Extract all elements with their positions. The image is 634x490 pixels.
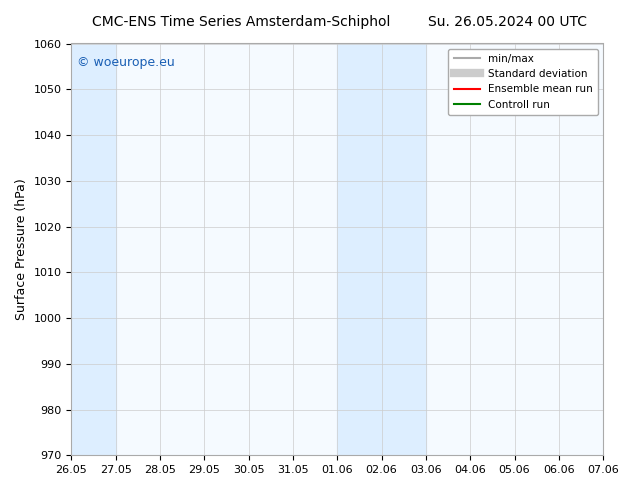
Bar	[337, 44, 426, 455]
Legend: min/max, Standard deviation, Ensemble mean run, Controll run: min/max, Standard deviation, Ensemble me…	[448, 49, 598, 115]
Y-axis label: Surface Pressure (hPa): Surface Pressure (hPa)	[15, 178, 28, 320]
Text: CMC-ENS Time Series Amsterdam-Schiphol: CMC-ENS Time Series Amsterdam-Schiphol	[92, 15, 390, 29]
Text: © woeurope.eu: © woeurope.eu	[77, 56, 174, 69]
Bar	[72, 44, 116, 455]
Text: Su. 26.05.2024 00 UTC: Su. 26.05.2024 00 UTC	[428, 15, 586, 29]
